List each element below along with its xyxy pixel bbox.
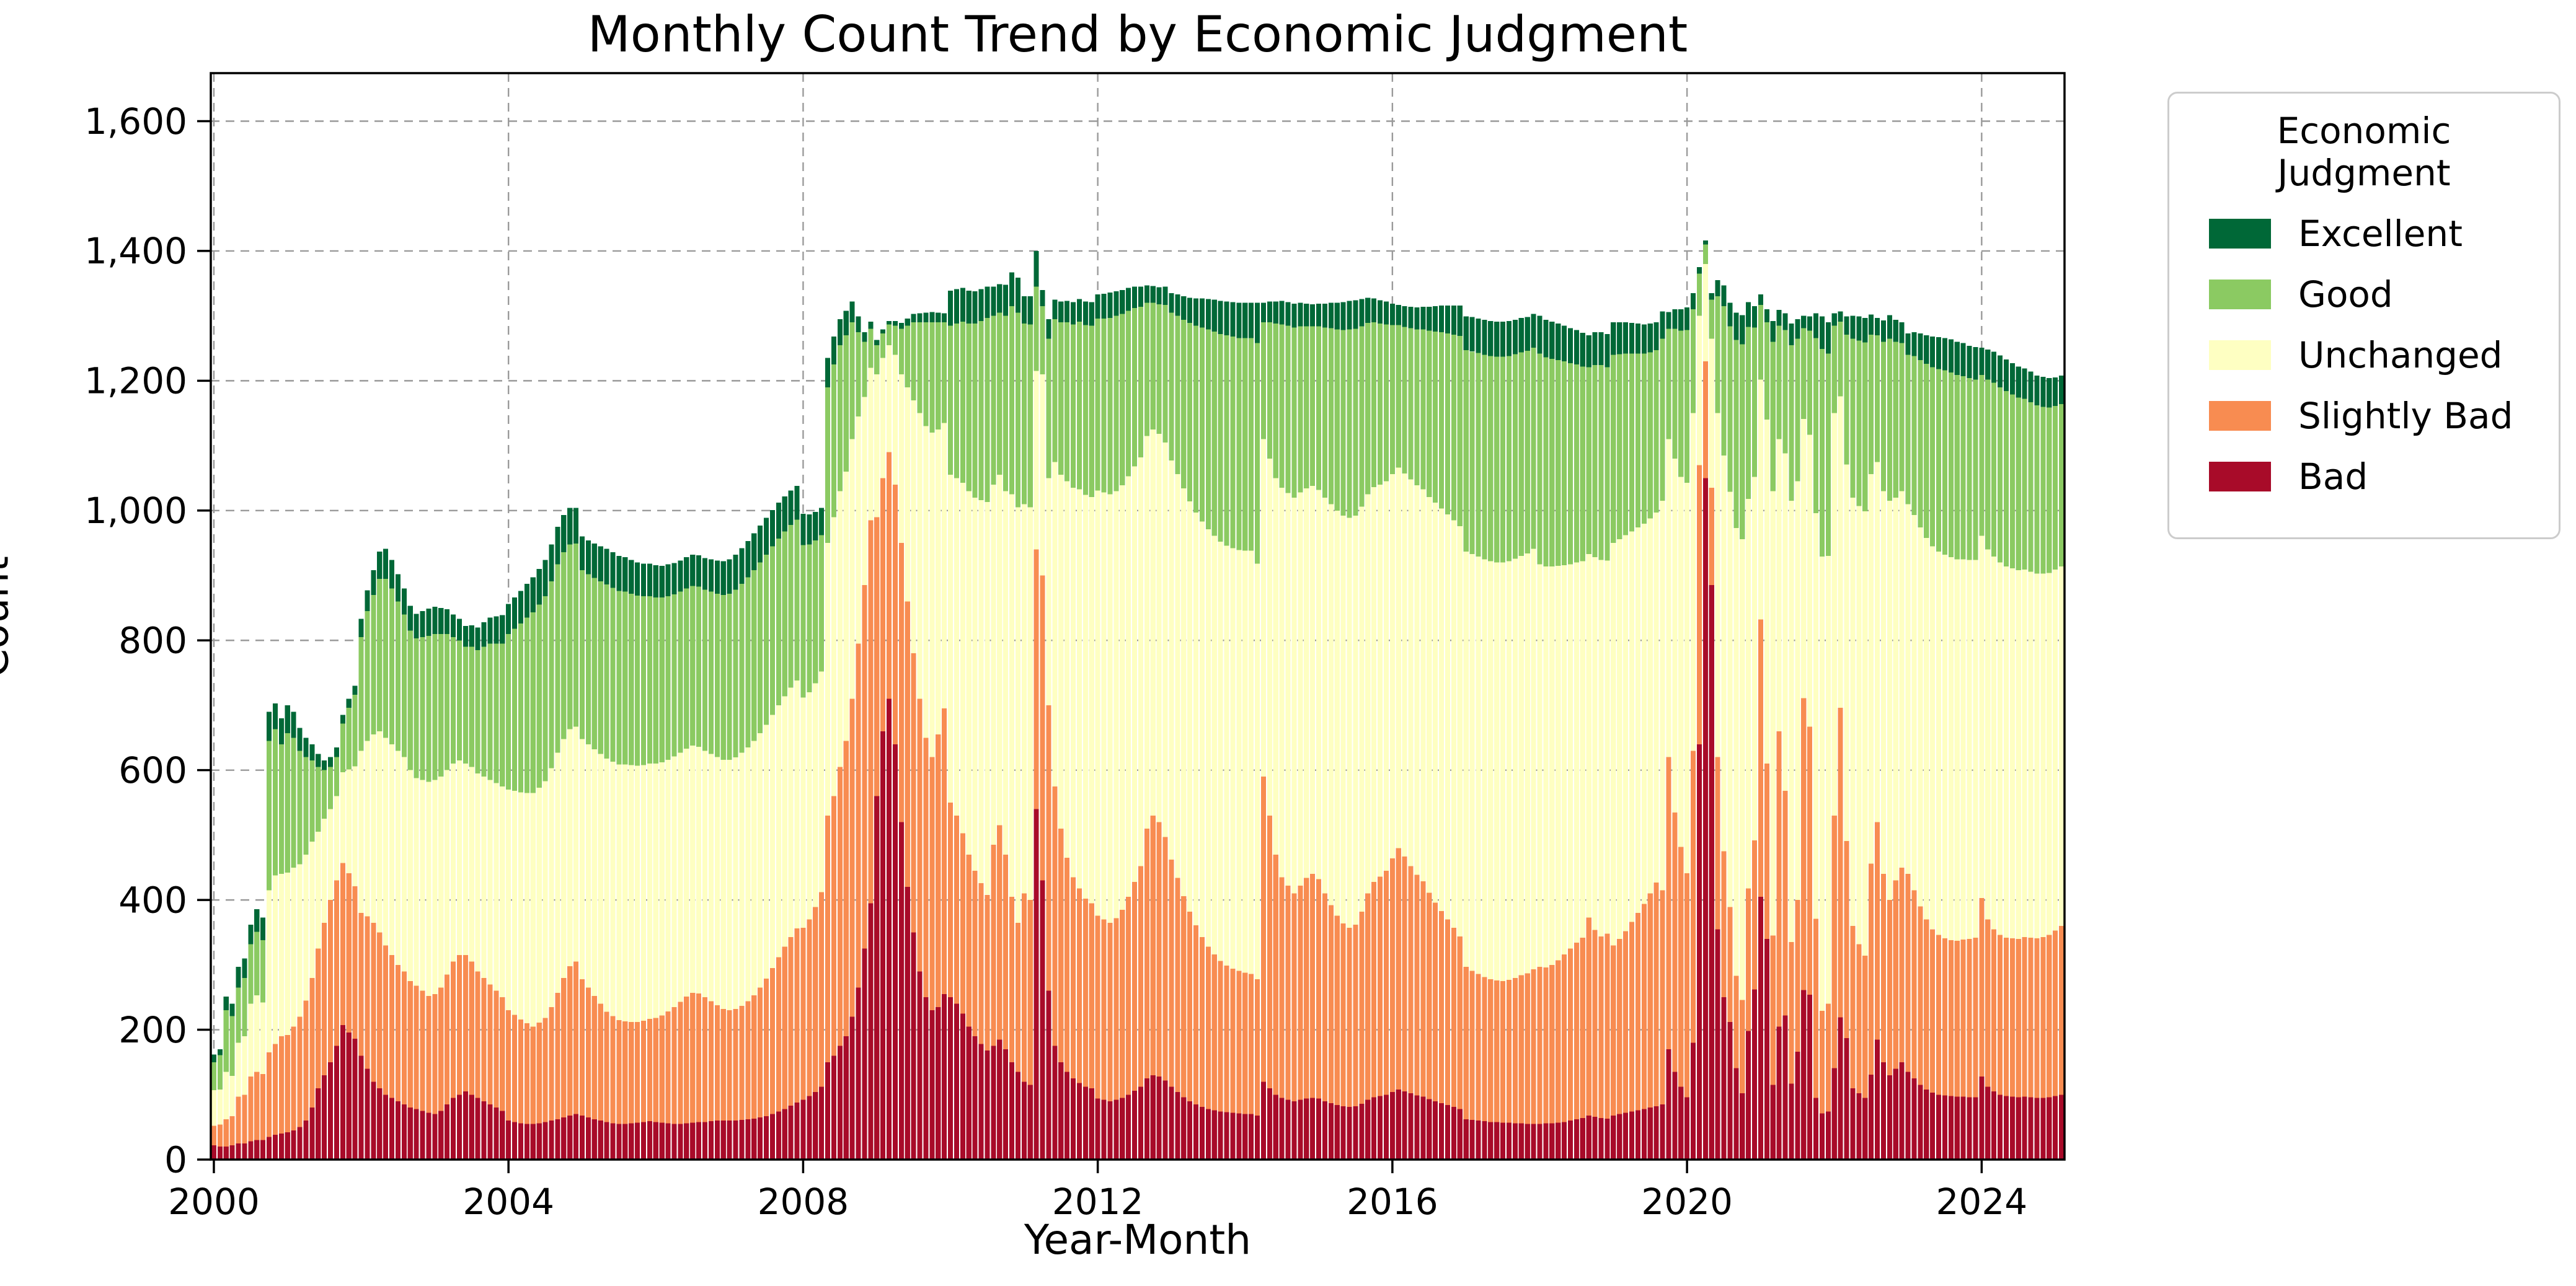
legend-item-excellent: Excellent xyxy=(2209,213,2536,255)
legend-swatch-good-icon xyxy=(2209,280,2271,309)
legend-swatch-bad-icon xyxy=(2209,462,2271,491)
legend-item-unchanged: Unchanged xyxy=(2209,334,2536,376)
x-tick-label: 2008 xyxy=(758,1181,849,1223)
legend-box: Economic Judgment Excellent Good Unchang… xyxy=(2167,92,2561,539)
y-tick-label: 600 xyxy=(118,749,187,791)
legend-label: Bad xyxy=(2298,456,2368,498)
page-title: Monthly Count Trend by Economic Judgment xyxy=(587,6,1688,63)
legend-item-slightly-bad: Slightly Bad xyxy=(2209,395,2536,437)
legend-swatch-slightly-bad-icon xyxy=(2209,401,2271,431)
legend-title: Economic Judgment xyxy=(2277,110,2451,194)
y-tick-label: 1,200 xyxy=(84,360,187,402)
x-tick-label: 2012 xyxy=(1052,1181,1144,1223)
x-tick-label: 2004 xyxy=(463,1181,554,1223)
legend-label: Excellent xyxy=(2298,213,2463,255)
y-tick-label: 1,400 xyxy=(84,230,187,272)
y-tick-label: 1,000 xyxy=(84,490,187,532)
y-axis-label: Count xyxy=(0,556,18,678)
y-tick-label: 200 xyxy=(118,1009,187,1051)
legend-label: Unchanged xyxy=(2298,334,2503,376)
legend-label: Good xyxy=(2298,273,2393,315)
x-tick-label: 2000 xyxy=(168,1181,260,1223)
y-tick-label: 0 xyxy=(164,1138,187,1181)
x-tick-label: 2016 xyxy=(1347,1181,1438,1223)
x-tick-label: 2020 xyxy=(1641,1181,1733,1223)
x-axis-label: Year-Month xyxy=(1024,1216,1252,1264)
y-tick-label: 1,600 xyxy=(84,100,187,143)
legend-swatch-excellent-icon xyxy=(2209,219,2271,249)
x-tick-label: 2024 xyxy=(1936,1181,2028,1223)
legend-swatch-unchanged-icon xyxy=(2209,340,2271,370)
y-tick-label: 400 xyxy=(118,879,187,921)
legend-item-bad: Bad xyxy=(2209,456,2536,498)
legend-item-good: Good xyxy=(2209,273,2536,315)
y-tick-label: 800 xyxy=(118,620,187,662)
legend-label: Slightly Bad xyxy=(2298,395,2513,437)
